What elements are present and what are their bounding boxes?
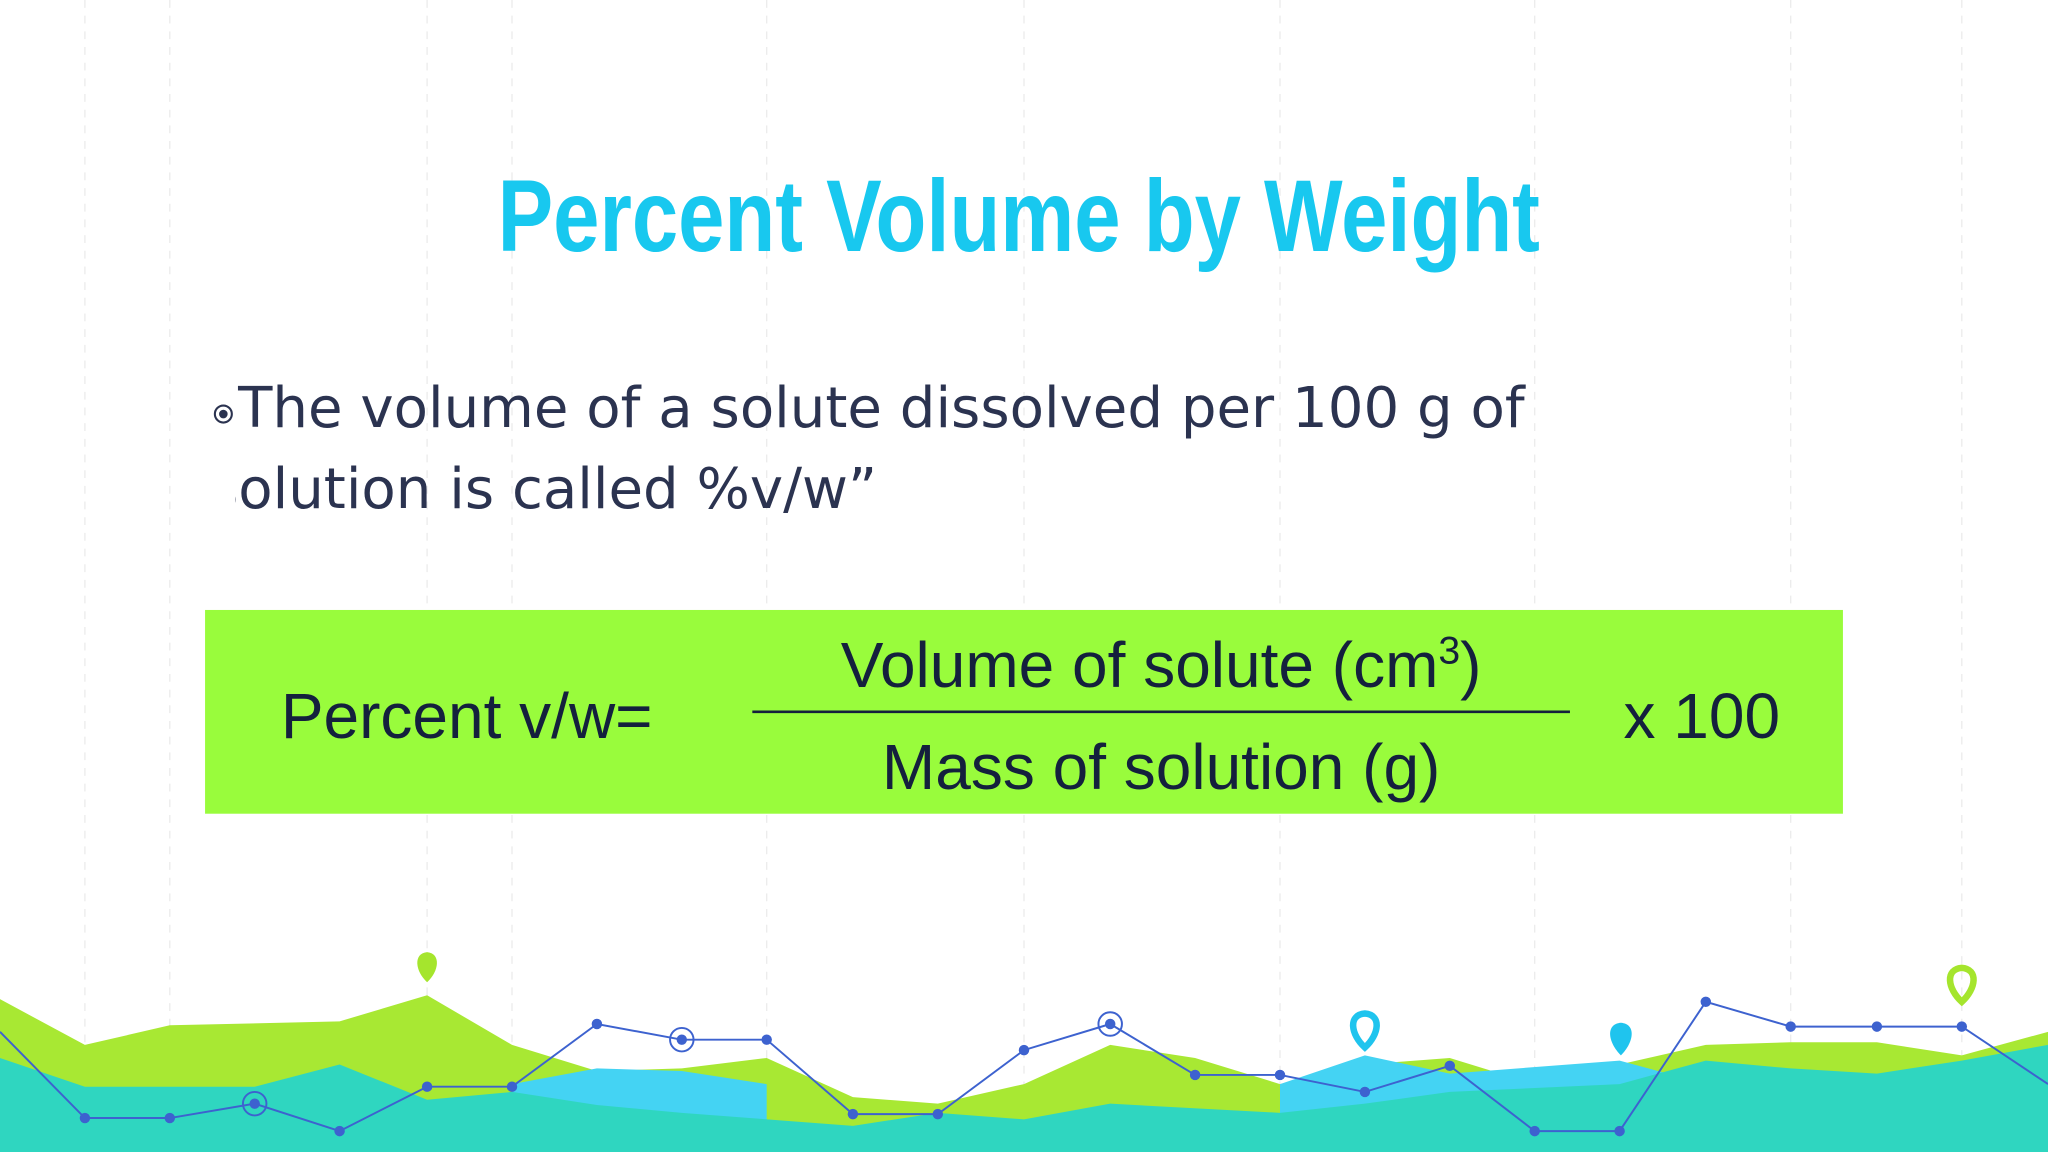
bottom-decoration	[0, 952, 2048, 1152]
bullet-text: “The volume of a solute dissolved per 10…	[235, 376, 1525, 523]
formula-lhs: Percent v/w=	[281, 680, 653, 752]
background-grid	[84, 0, 1963, 1152]
numerator-sup: 3	[1438, 630, 1460, 673]
numerator-text: Volume of solute (cm	[841, 629, 1439, 701]
bullet-container: “The volume of a solute dissolved per 10…	[235, 376, 1525, 523]
formula-numerator: Volume of solute (cm3)	[841, 629, 1482, 701]
bullet-icon	[213, 404, 233, 424]
formula-multiplier: x 100	[1624, 680, 1781, 752]
numerator-end: )	[1460, 629, 1481, 701]
slide-title: Percent Volume by Weight	[498, 159, 1540, 273]
formula-denominator: Mass of solution (g)	[882, 731, 1440, 803]
